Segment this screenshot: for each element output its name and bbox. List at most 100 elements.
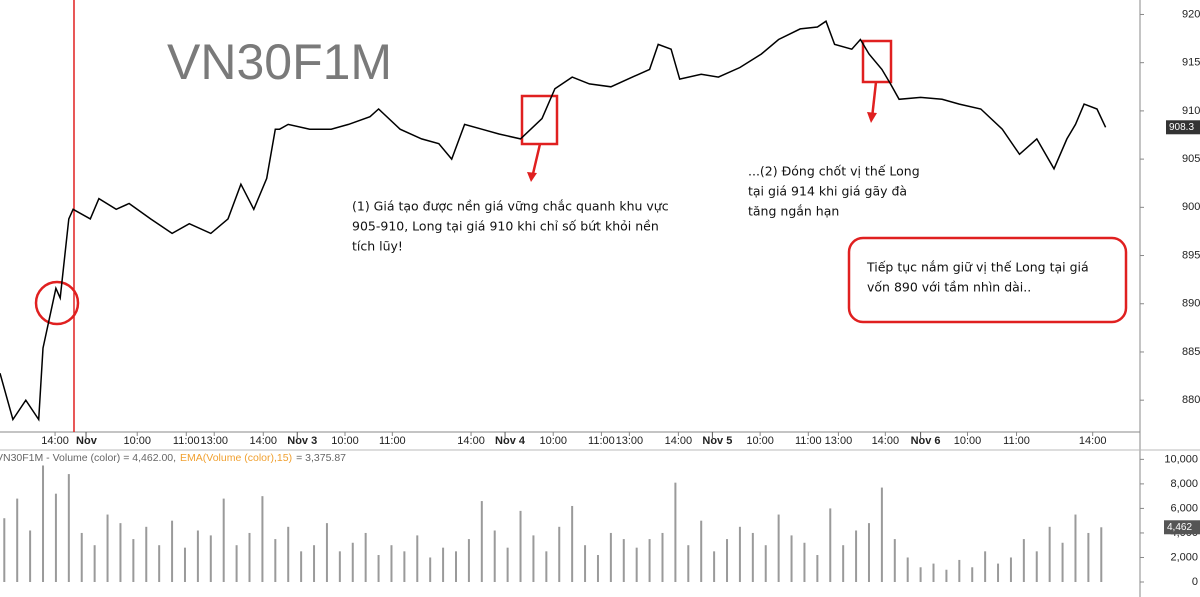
volume-bar xyxy=(416,535,419,582)
callout-box xyxy=(847,236,1128,324)
volume-bar xyxy=(54,493,57,582)
y-tick-label: 8,000 xyxy=(1170,478,1198,490)
volume-bar xyxy=(829,508,832,582)
volume-bar xyxy=(106,514,109,582)
last-value-box xyxy=(1166,120,1200,135)
volume-bar xyxy=(596,555,599,582)
volume-bar xyxy=(313,545,316,582)
volume-bar xyxy=(1022,539,1025,582)
highlight-circle xyxy=(34,280,80,326)
volume-bar xyxy=(325,523,328,582)
volume-bar xyxy=(906,557,909,582)
x-tick-label: 10:00 xyxy=(331,435,359,447)
day-tick-label: Nov 3 xyxy=(287,435,317,447)
volume-bar xyxy=(42,465,45,582)
x-tick-label: 10:00 xyxy=(746,435,774,447)
volume-bar xyxy=(816,555,819,582)
volume-bar xyxy=(429,557,432,582)
volume-bar xyxy=(635,547,638,582)
annotation: tích lũy! xyxy=(352,239,403,254)
volume-bar xyxy=(480,501,483,582)
day-tick-label: Nov xyxy=(76,435,98,447)
volume-bar xyxy=(222,498,225,582)
volume-bar xyxy=(532,535,535,582)
volume-bar xyxy=(726,539,729,582)
x-tick-label: 14:00 xyxy=(41,435,69,447)
day-tick-label: Nov 6 xyxy=(911,435,941,447)
volume-bar xyxy=(584,545,587,582)
y-tick-label: 880 xyxy=(1182,394,1200,406)
volume-bar xyxy=(738,526,741,582)
volume-bar xyxy=(80,532,83,582)
volume-bar xyxy=(803,542,806,582)
y-tick-label: 10,000 xyxy=(1164,453,1198,465)
x-tick-label: 14:00 xyxy=(1079,435,1107,447)
volume-bar xyxy=(132,539,135,582)
annotation: tại giá 914 khi giá gãy đà xyxy=(748,184,907,199)
last-value-label: 908.3 xyxy=(1169,122,1194,133)
volume-bar xyxy=(545,551,548,582)
volume-bar xyxy=(519,510,522,582)
volume-bar xyxy=(183,547,186,582)
volume-bar xyxy=(661,532,664,582)
x-tick-label: 14:00 xyxy=(250,435,278,447)
x-tick-label: 13:00 xyxy=(825,435,853,447)
y-tick-label: 6,000 xyxy=(1170,502,1198,514)
volume-bar xyxy=(455,551,457,582)
volume-bar xyxy=(880,487,883,582)
x-tick-label: 10:00 xyxy=(539,435,567,447)
volume-bar xyxy=(467,539,470,582)
y-tick-label: 895 xyxy=(1182,249,1200,261)
volume-bar xyxy=(622,539,625,582)
volume-bar xyxy=(29,530,32,582)
volume-bar xyxy=(145,526,148,582)
x-tick-label: 14:00 xyxy=(665,435,693,447)
x-tick-label: 11:00 xyxy=(379,435,406,447)
header-part: = 3,375.87 xyxy=(296,452,346,464)
volume-bar xyxy=(1087,532,1090,582)
x-tick-label: 14:00 xyxy=(872,435,900,447)
arrow xyxy=(870,81,878,119)
x-tick-label: 11:00 xyxy=(1003,435,1030,447)
x-tick-label: 13:00 xyxy=(616,435,644,447)
x-tick-label: 11:00 xyxy=(795,435,822,447)
arrow-head xyxy=(527,172,537,182)
volume-bar xyxy=(158,545,161,582)
volume-bar xyxy=(119,523,122,582)
volume-bar xyxy=(1100,527,1103,582)
y-tick-label: 900 xyxy=(1182,201,1200,213)
volume-bar xyxy=(790,535,793,582)
y-tick-label: 0 xyxy=(1192,576,1198,588)
volume-bar xyxy=(93,545,96,582)
chart-title: VN30F1M xyxy=(167,34,392,90)
day-tick-label: Nov 5 xyxy=(702,435,732,447)
volume-bar xyxy=(248,532,251,582)
header-part: VN30F1M - Volume (color) = 4,462.00, xyxy=(0,452,176,464)
volume-bar xyxy=(16,498,19,582)
volume-bar xyxy=(364,532,367,582)
last-value-label: 4,462 xyxy=(1167,522,1192,533)
annotation: (1) Giá tạo được nền giá vững chắc quanh… xyxy=(352,199,669,214)
volume-bar xyxy=(713,551,716,582)
price-line xyxy=(0,20,1107,422)
volume-bar xyxy=(351,542,354,582)
volume-bar xyxy=(390,545,393,582)
annotation: tăng ngắn hạn xyxy=(748,204,839,219)
volume-bar xyxy=(571,505,574,582)
x-tick-label: 11:00 xyxy=(173,435,200,447)
volume-bar xyxy=(261,496,264,582)
volume-bar xyxy=(171,520,174,582)
volume-bar xyxy=(506,547,509,582)
volume-header: VN30F1M - Volume (color) = 4,462.00, EMA(… xyxy=(0,452,346,464)
y-tick-label: 890 xyxy=(1182,298,1200,310)
volume-bar xyxy=(855,530,858,582)
x-tick-label: 10:00 xyxy=(123,435,151,447)
annotation: ...(2) Đóng chốt vị thế Long xyxy=(748,164,920,179)
volume-bar xyxy=(700,520,703,582)
volume-bar xyxy=(3,518,6,582)
x-tick-label: 13:00 xyxy=(200,435,228,447)
y-tick-label: 2,000 xyxy=(1170,551,1198,563)
y-tick-label: 905 xyxy=(1182,153,1200,165)
